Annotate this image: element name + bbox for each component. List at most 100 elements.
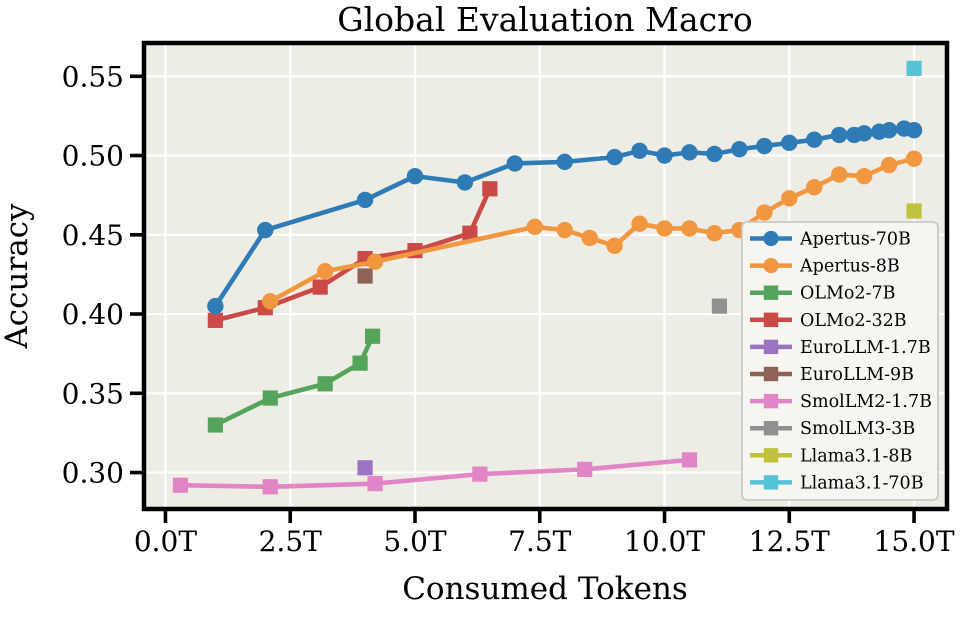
data-point-marker	[631, 215, 648, 232]
y-tick-label: 0.40	[62, 298, 124, 331]
y-axis: 0.30 0.35 0.40 0.45 0.50 0.55	[62, 60, 142, 490]
data-point-marker	[855, 125, 873, 142]
data-point-marker	[806, 131, 823, 148]
legend-item-llama3-1-8b: Llama3.1-8B	[750, 446, 912, 466]
legend-item-olmo2-32b: OLMo2-32B	[750, 311, 907, 331]
plot-frame	[141, 40, 950, 512]
data-point-marker	[526, 218, 543, 236]
data-point-marker	[831, 126, 848, 144]
data-point-marker	[472, 466, 488, 482]
data-point-marker	[556, 221, 573, 239]
legend-item-apertus-70b: Apertus-70B	[750, 230, 911, 250]
legend-label: EuroLLM-9B	[800, 365, 914, 385]
data-point-marker	[656, 220, 673, 237]
data-point-marker	[606, 148, 623, 166]
legend-label: SmolLM3-3B	[800, 419, 915, 439]
legend-marker	[763, 475, 779, 490]
legend-marker	[763, 448, 779, 463]
data-point-marker	[855, 167, 873, 185]
data-point-marker	[577, 461, 593, 477]
data-point-marker	[364, 328, 381, 344]
x-axis-label: Consumed Tokens	[402, 571, 688, 607]
data-point-marker	[880, 121, 898, 139]
data-point-marker	[681, 452, 698, 468]
y-tick-label: 0.35	[62, 377, 124, 410]
data-point-marker	[706, 145, 723, 163]
data-point-marker	[316, 263, 334, 280]
legend-marker	[763, 393, 779, 409]
data-point-marker	[262, 390, 278, 406]
data-point-marker	[731, 140, 748, 158]
x-tick-label: 7.5T	[508, 525, 572, 558]
data-point-marker	[367, 476, 383, 492]
data-point-marker	[631, 142, 648, 159]
legend-marker	[763, 339, 779, 355]
x-tick-label: 0.0T	[134, 525, 198, 558]
y-tick-label: 0.55	[62, 60, 124, 93]
series-smollm2-1-7b	[172, 452, 698, 495]
series-llama3-1-8b	[906, 203, 922, 219]
data-point-marker	[711, 298, 728, 314]
legend-label: EuroLLM-1.7B	[800, 338, 931, 358]
data-point-marker	[352, 355, 368, 371]
x-tick-label: 15.0T	[874, 525, 955, 558]
x-axis: 0.0T 2.5T 5.0T 7.5T 10.0T 12.5T 15.0T	[134, 511, 955, 558]
legend-item-olmo2-7b: OLMo2-7B	[750, 284, 895, 304]
x-tick-label: 5.0T	[383, 525, 447, 558]
legend-label: OLMo2-32B	[800, 311, 907, 331]
series-apertus-70b	[207, 120, 923, 315]
legend-item-eurollm-9b: EuroLLM-9B	[750, 365, 914, 385]
data-point-marker	[880, 156, 898, 174]
series-smollm3-3b	[711, 298, 728, 314]
y-tick-label: 0.50	[62, 140, 124, 173]
legend-label: Apertus-8B	[799, 257, 900, 277]
legend: Apertus-70B Apertus-8B OLMo2-7B OLMo2-32B Eu…	[741, 221, 939, 501]
legend-label: OLMo2-7B	[800, 284, 895, 304]
x-tick-label: 10.0T	[624, 525, 705, 558]
data-point-marker	[706, 225, 723, 242]
data-point-marker	[656, 147, 673, 164]
data-point-marker	[262, 293, 279, 310]
plot-root: 0.0T 2.5T 5.0T 7.5T 10.0T 12.5T 15.0T0.300.350…	[62, 40, 955, 558]
x-tick-label: 12.5T	[749, 525, 830, 558]
data-point-marker	[781, 190, 798, 207]
data-point-marker	[756, 137, 773, 155]
data-point-marker	[906, 203, 922, 219]
legend-marker	[763, 421, 779, 436]
data-point-marker	[207, 417, 223, 433]
y-axis-label: Accuracy	[0, 203, 35, 350]
legend-label: Llama3.1-70B	[800, 473, 924, 493]
series-line	[178, 457, 692, 490]
data-point-marker	[317, 376, 333, 392]
data-point-marker	[906, 60, 922, 76]
data-point-marker	[831, 166, 848, 183]
data-point-marker	[356, 191, 374, 209]
data-point-marker	[905, 121, 923, 139]
legend-label: SmolLM2-1.7B	[800, 392, 932, 412]
legend-marker	[763, 312, 779, 327]
data-point-marker	[172, 477, 189, 493]
legend-marker	[763, 285, 779, 300]
data-point-marker	[806, 179, 823, 196]
data-point-marker	[462, 225, 478, 241]
data-point-marker	[312, 279, 328, 295]
data-point-marker	[506, 155, 524, 172]
legend-marker	[763, 230, 779, 247]
series-eurollm-9b	[357, 268, 373, 284]
data-point-marker	[905, 150, 923, 167]
legend-marker	[763, 366, 779, 382]
data-point-marker	[456, 174, 474, 191]
y-tick-label: 0.45	[62, 219, 124, 252]
data-point-marker	[257, 221, 274, 239]
chart-title: Global Evaluation Macro	[337, 0, 753, 39]
legend-label: Llama3.1-8B	[800, 446, 912, 466]
data-point-marker	[681, 220, 698, 237]
series-apertus-8b	[262, 150, 923, 310]
legend-marker	[763, 258, 779, 274]
data-point-marker	[366, 253, 384, 270]
data-point-marker	[262, 479, 278, 495]
data-point-marker	[581, 229, 598, 247]
data-point-marker	[556, 153, 573, 171]
legend-item-eurollm-1-7b: EuroLLM-1.7B	[750, 338, 931, 358]
